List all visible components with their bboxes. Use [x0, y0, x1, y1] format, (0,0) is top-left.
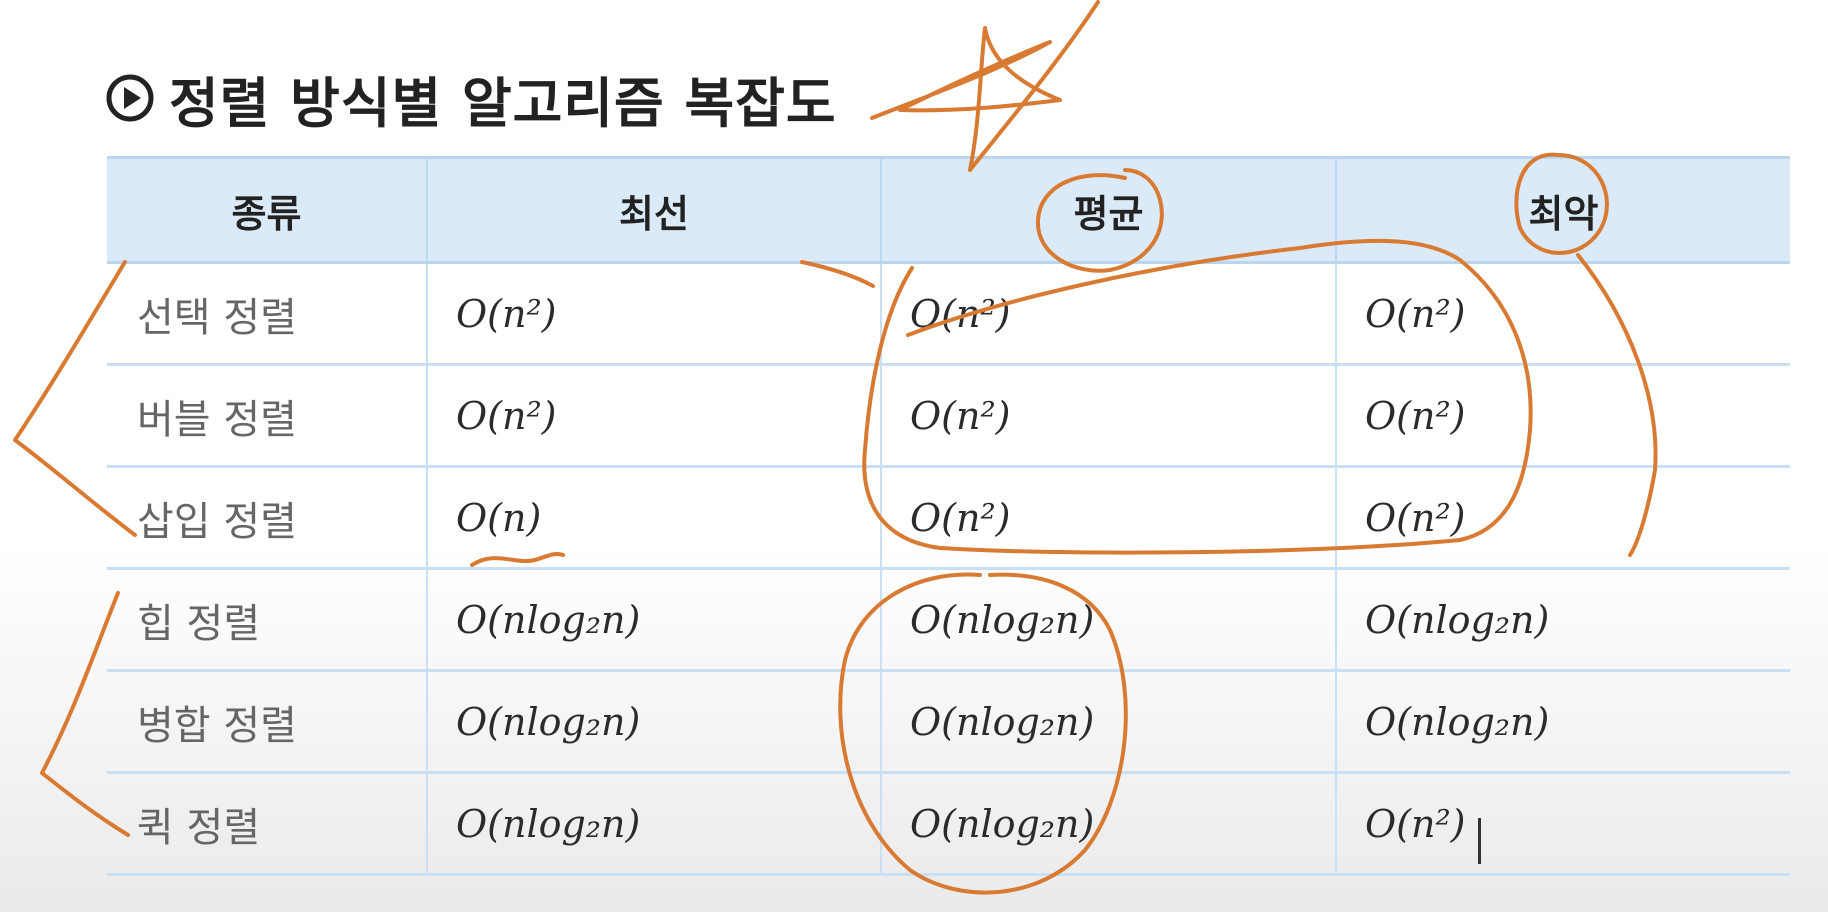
algorithm-name: 삽입 정렬 — [107, 466, 427, 570]
table-row: 삽입 정렬 O(n) O(n²) O(n²) — [107, 466, 1790, 570]
best-case: O(n²) — [426, 262, 881, 366]
average-case: O(nlog₂n) — [880, 670, 1336, 774]
header-average: 평균 — [880, 156, 1336, 264]
worst-case: O(n²) — [1335, 772, 1790, 876]
average-case: O(nlog₂n) — [880, 772, 1336, 876]
best-case: O(nlog₂n) — [426, 567, 881, 672]
table-row: 힙 정렬 O(nlog₂n) O(nlog₂n) O(nlog₂n) — [107, 567, 1790, 672]
worst-case: O(nlog₂n) — [1335, 567, 1790, 672]
average-case: O(n²) — [880, 466, 1336, 570]
table-row: 선택 정렬 O(n²) O(n²) O(n²) — [107, 262, 1790, 366]
page-title: 정렬 방식별 알고리즘 복잡도 — [105, 58, 837, 138]
play-circle-icon — [106, 74, 154, 122]
best-case: O(nlog₂n) — [426, 772, 881, 876]
algorithm-name: 병합 정렬 — [107, 670, 427, 774]
best-case: O(n) — [426, 466, 881, 570]
average-case: O(nlog₂n) — [880, 567, 1336, 672]
average-case: O(n²) — [880, 364, 1336, 468]
star-annotation — [870, 0, 1100, 172]
worst-case: O(n²) — [1335, 364, 1790, 468]
worst-case: O(nlog₂n) — [1335, 670, 1790, 774]
algorithm-name: 퀵 정렬 — [107, 772, 427, 876]
algorithm-name: 힙 정렬 — [107, 567, 427, 672]
algorithm-name: 버블 정렬 — [107, 364, 427, 468]
table-row: 버블 정렬 O(n²) O(n²) O(n²) — [107, 364, 1790, 468]
title-text: 정렬 방식별 알고리즘 복잡도 — [169, 71, 837, 135]
header-row: 종류 최선 평균 최악 — [107, 156, 1790, 264]
text-cursor — [1478, 818, 1481, 864]
worst-case: O(n²) — [1335, 466, 1790, 570]
table-row: 병합 정렬 O(nlog₂n) O(nlog₂n) O(nlog₂n) — [107, 670, 1790, 774]
best-case: O(nlog₂n) — [426, 670, 881, 774]
complexity-table: 종류 최선 평균 최악 선택 정렬 O(n²) O(n²) O(n²) 버블 정… — [107, 156, 1790, 876]
header-best: 최선 — [426, 156, 881, 264]
best-case: O(n²) — [426, 364, 881, 468]
average-case: O(n²) — [880, 262, 1336, 366]
header-worst: 최악 — [1335, 156, 1790, 264]
header-type: 종류 — [107, 156, 427, 264]
worst-case: O(n²) — [1335, 262, 1790, 366]
table-row: 퀵 정렬 O(nlog₂n) O(nlog₂n) O(n²) — [107, 772, 1790, 876]
algorithm-name: 선택 정렬 — [107, 262, 427, 366]
